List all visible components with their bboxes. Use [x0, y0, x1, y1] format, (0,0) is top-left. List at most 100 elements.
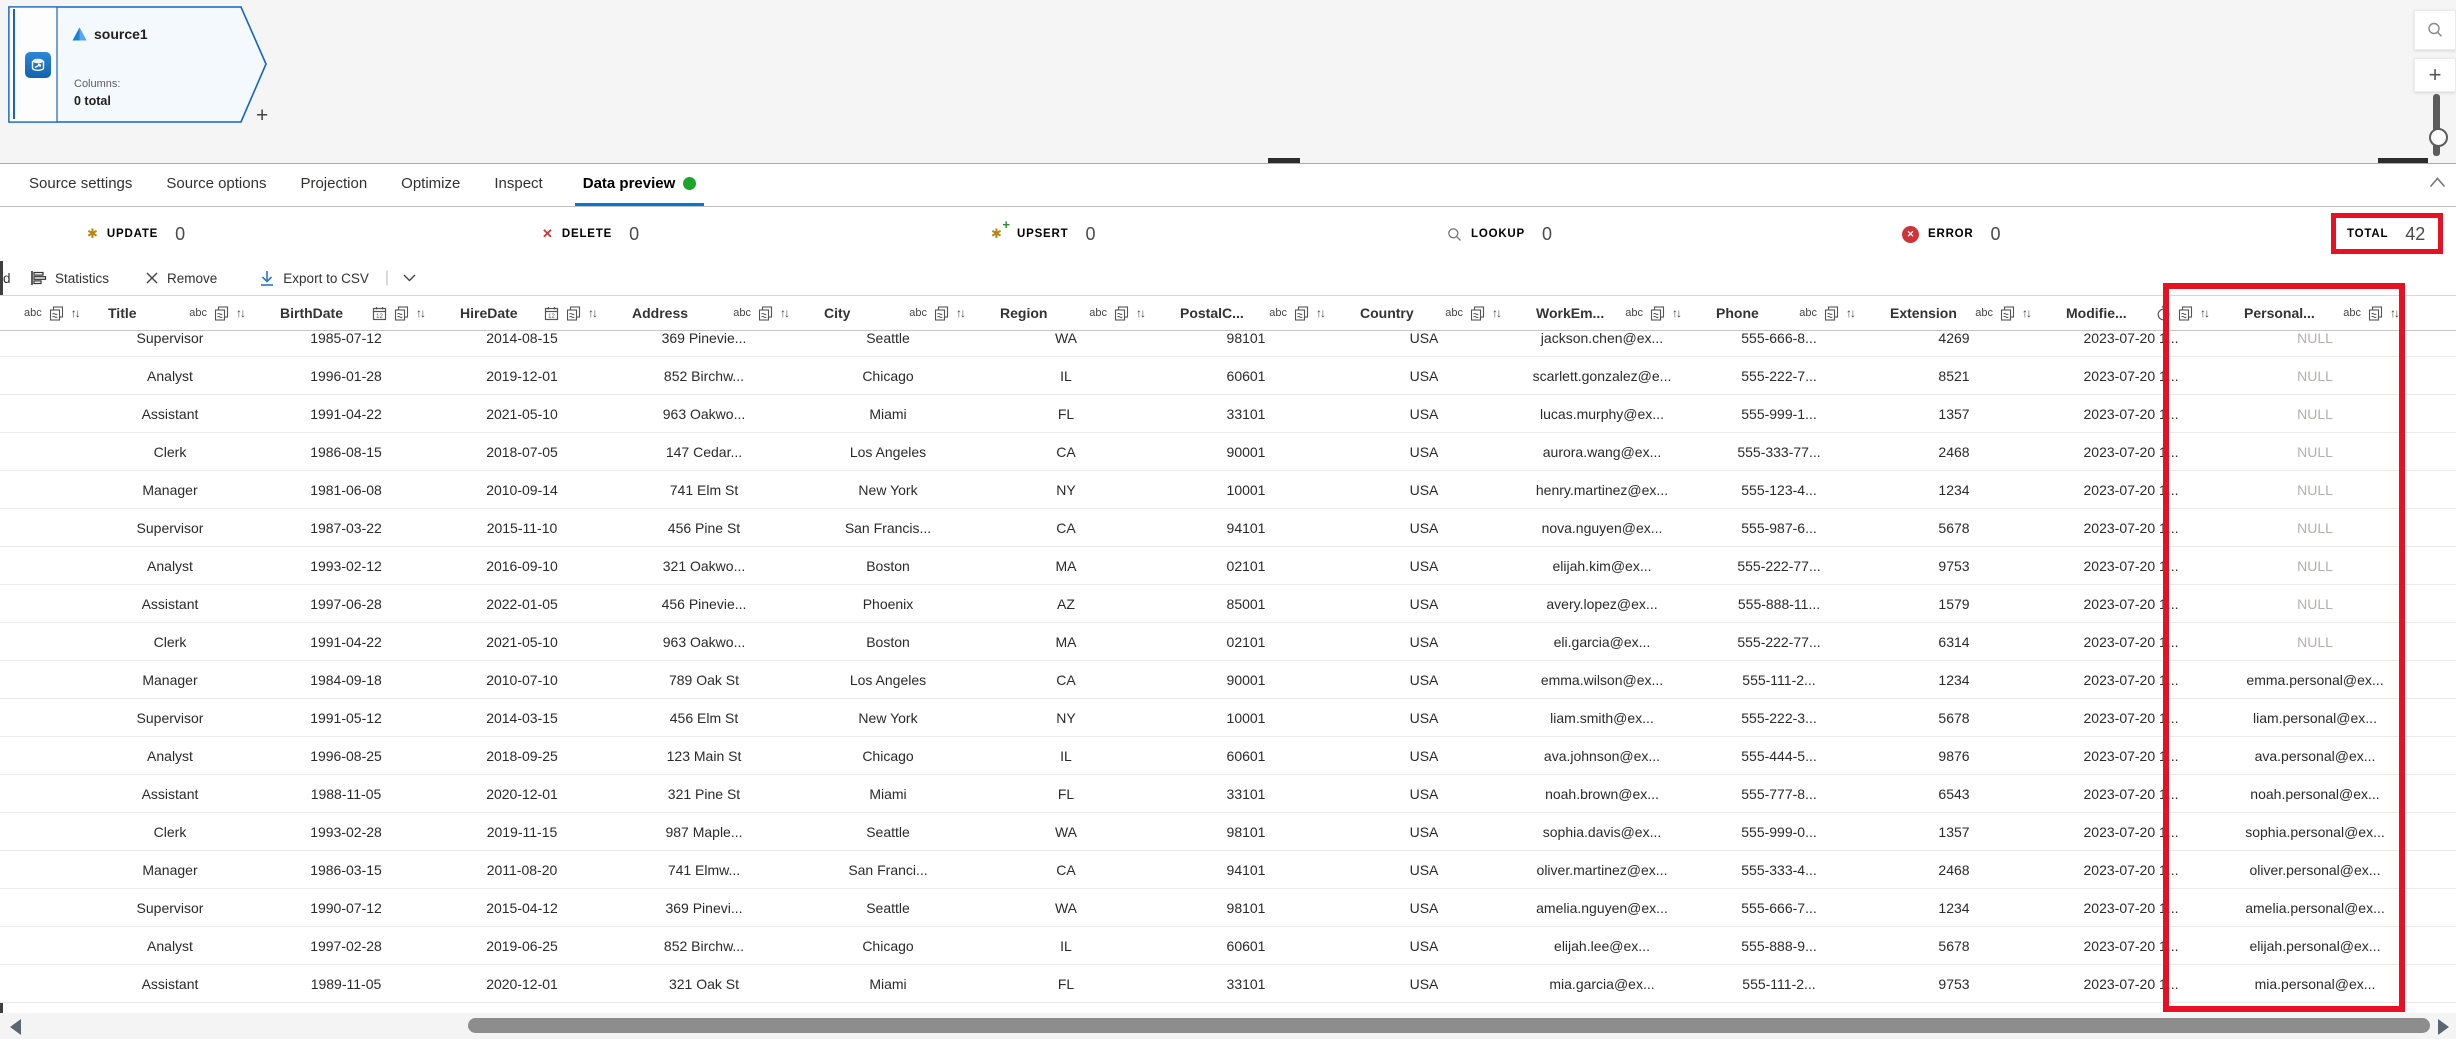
statistics-button[interactable]: Statistics — [30, 270, 109, 286]
stat-lookup: LOOKUP 0 — [1447, 207, 1552, 261]
table-cell: 1997-02-28 — [310, 937, 382, 954]
column-header-extension[interactable]: Extension abc ↑↓ — [1866, 296, 2042, 330]
column-name: Address — [632, 305, 689, 321]
table-cell: 2023-07-20 1... — [2083, 405, 2179, 422]
sort-icon[interactable]: ↑↓ — [956, 306, 966, 320]
tab-optimize[interactable]: Optimize — [399, 164, 462, 206]
table-row[interactable]: Manager 1984-09-18 2010-07-10 789 Oak St Los… — [0, 661, 2456, 699]
sort-icon[interactable]: ↑↓ — [1136, 306, 1146, 320]
sort-icon[interactable]: ↑↓ — [588, 306, 598, 320]
panel-resize-grip[interactable] — [1268, 158, 1300, 163]
export-csv-button[interactable]: Export to CSV — [259, 270, 369, 287]
column-header-country[interactable]: Country abc ↑↓ — [1336, 296, 1512, 330]
table-row[interactable]: Supervisor 1985-07-12 2014-08-15 369 Pinevi… — [0, 331, 2456, 357]
canvas-scrollbar-thumb[interactable] — [2378, 158, 2428, 163]
table-cell: 1996-01-28 — [310, 367, 382, 384]
search-icon — [2428, 22, 2443, 37]
table-row[interactable]: Assistant 1991-04-22 2021-05-10 963 Oakwo..… — [0, 395, 2456, 433]
table-cell: noah.personal@ex... — [2250, 785, 2380, 802]
table-cell: 2010-09-14 — [486, 481, 558, 498]
table-cell: 6543 — [1938, 785, 1970, 802]
collapse-panel-chevron-icon[interactable] — [2429, 177, 2446, 188]
sort-icon[interactable]: ↑↓ — [1492, 306, 1502, 320]
table-cell: 147 Cedar... — [665, 443, 743, 460]
add-transformation-button[interactable]: + — [256, 104, 269, 127]
column-header-modifie[interactable]: Modifie... ↑↓ — [2042, 296, 2220, 330]
table-cell: CA — [1056, 443, 1076, 460]
canvas-search-button[interactable] — [2414, 10, 2456, 50]
sort-icon[interactable]: ↑↓ — [2200, 306, 2210, 320]
table-cell: San Franci... — [848, 861, 928, 878]
column-header-clipped[interactable]: abc ↑↓ — [0, 296, 84, 330]
table-row[interactable]: Manager 1986-03-15 2011-08-20 741 Elmw... Sa… — [0, 851, 2456, 889]
table-row[interactable]: Assistant 1988-11-05 2020-12-01 321 Pine St… — [0, 775, 2456, 813]
sort-icon[interactable]: ↑↓ — [780, 306, 790, 320]
table-row[interactable]: Analyst 1996-01-28 2019-12-01 852 Birchw...… — [0, 357, 2456, 395]
table-cell — [0, 357, 84, 394]
table-row[interactable]: Clerk 1986-08-15 2018-07-05 147 Cedar... Los… — [0, 433, 2456, 471]
tab-projection[interactable]: Projection — [298, 164, 369, 206]
column-header-birthdate[interactable]: BirthDate 12 ↑↓ — [256, 296, 436, 330]
table-cell: 555-777-8... — [1741, 785, 1817, 802]
table-cell: 1234 — [1938, 899, 1970, 916]
table-row[interactable]: Analyst 1996-08-25 2018-09-25 123 Main St Ch… — [0, 737, 2456, 775]
sort-icon[interactable]: ↑↓ — [2022, 306, 2032, 320]
azure-source-icon — [72, 27, 87, 41]
column-header-region[interactable]: Region abc ↑↓ — [976, 296, 1156, 330]
zoom-slider-track[interactable] — [2433, 94, 2440, 156]
sort-icon[interactable]: ↑↓ — [236, 306, 246, 320]
column-header-hiredate[interactable]: HireDate 12 ↑↓ — [436, 296, 608, 330]
column-header-phone[interactable]: Phone abc ↑↓ — [1692, 296, 1866, 330]
column-header-city[interactable]: City abc ↑↓ — [800, 296, 976, 330]
table-cell: 5678 — [1938, 709, 1970, 726]
table-row[interactable]: Assistant 1997-06-28 2022-01-05 456 Pinevie… — [0, 585, 2456, 623]
table-row[interactable]: Clerk 1993-02-28 2019-11-15 987 Maple... Sea… — [0, 813, 2456, 851]
table-cell: MA — [1055, 633, 1077, 650]
tab-label: Source options — [166, 175, 267, 192]
tab-source-settings[interactable]: Source settings — [27, 164, 134, 206]
sort-icon[interactable]: ↑↓ — [70, 306, 81, 320]
table-row[interactable]: Supervisor 1990-07-12 2015-04-12 369 Pinevi… — [0, 889, 2456, 927]
more-options-chevron[interactable] — [403, 274, 416, 282]
tab-data-preview[interactable]: Data preview — [574, 164, 705, 206]
table-cell: 90001 — [1226, 671, 1266, 688]
sort-icon[interactable]: ↑↓ — [1672, 306, 1682, 320]
table-cell: NY — [1056, 481, 1076, 498]
table-cell: 555-888-11... — [1737, 595, 1821, 612]
pages-icon — [1824, 305, 1839, 321]
sort-icon[interactable]: ↑↓ — [416, 306, 426, 320]
table-row[interactable]: Analyst 1993-02-12 2016-09-10 321 Oakwo... B… — [0, 547, 2456, 585]
dataflow-canvas[interactable]: source1 Columns: 0 total + + — [0, 0, 2456, 164]
table-cell: NULL — [2297, 595, 2333, 612]
table-row[interactable]: Supervisor 1987-03-22 2015-11-10 456 Pine S… — [0, 509, 2456, 547]
table-cell: 2023-07-20 1... — [2083, 975, 2179, 992]
column-header-address[interactable]: Address abc ↑↓ — [608, 296, 800, 330]
table-row[interactable]: Assistant 1989-11-05 2020-12-01 321 Oak St M… — [0, 965, 2456, 1003]
remove-button[interactable]: Remove — [145, 271, 217, 286]
table-cell: USA — [1409, 367, 1439, 384]
column-header-title[interactable]: Title abc ↑↓ — [84, 296, 256, 330]
column-header-postalc[interactable]: PostalC... abc ↑↓ — [1156, 296, 1336, 330]
sort-icon[interactable]: ↑↓ — [1316, 306, 1326, 320]
sort-icon[interactable]: ↑↓ — [1846, 306, 1856, 320]
scroll-left-icon[interactable] — [10, 1019, 21, 1035]
table-cell: 1985-07-12 — [310, 331, 382, 346]
table-row[interactable]: Analyst 1997-02-28 2019-06-25 852 Birchw...… — [0, 927, 2456, 965]
sort-icon[interactable]: ↑↓ — [2390, 306, 2400, 320]
tab-inspect[interactable]: Inspect — [492, 164, 544, 206]
column-header-personal[interactable]: Personal... abc ↑↓ — [2220, 296, 2410, 330]
source-node[interactable]: source1 Columns: 0 total + — [8, 6, 270, 127]
zoom-slider-handle[interactable] — [2429, 128, 2448, 147]
stat-value: 0 — [629, 223, 640, 244]
tab-source-options[interactable]: Source options — [164, 164, 268, 206]
zoom-in-button[interactable]: + — [2414, 58, 2456, 92]
table-cell — [0, 585, 84, 622]
table-row[interactable]: Clerk 1991-04-22 2021-05-10 963 Oakwo... Bos… — [0, 623, 2456, 661]
table-row[interactable]: Supervisor 1991-05-12 2014-03-15 456 Elm St… — [0, 699, 2456, 737]
table-cell: Assistant — [141, 595, 199, 612]
table-row[interactable]: Manager 1981-06-08 2010-09-14 741 Elm St New… — [0, 471, 2456, 509]
scroll-right-icon[interactable] — [2438, 1019, 2449, 1035]
column-header-workem[interactable]: WorkEm... abc ↑↓ — [1512, 296, 1692, 330]
horizontal-scrollbar-thumb[interactable] — [468, 1018, 2430, 1033]
